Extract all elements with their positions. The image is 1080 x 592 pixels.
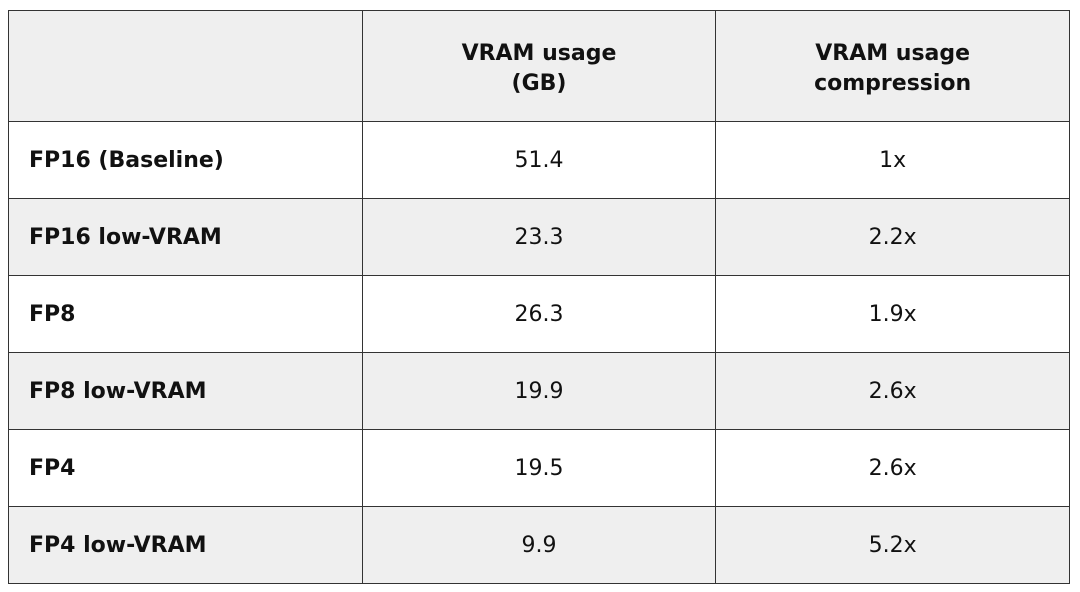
row-label: FP16 low-VRAM — [8, 198, 363, 276]
cell-value: 5.2x — [715, 506, 1070, 584]
cell-value: 2.2x — [715, 198, 1070, 276]
row-label: FP4 low-VRAM — [8, 506, 363, 584]
row-label: FP4 — [8, 429, 363, 507]
cell-value: 9.9 — [361, 506, 717, 584]
cell-value: 2.6x — [715, 352, 1070, 430]
cell-value: 26.3 — [361, 275, 717, 353]
table-row: FP16 (Baseline) 51.4 1x — [8, 121, 1070, 199]
cell-value: 19.5 — [361, 429, 717, 507]
table-row: FP4 low-VRAM 9.9 5.2x — [8, 506, 1070, 584]
row-label: FP8 low-VRAM — [8, 352, 363, 430]
cell-value: 19.9 — [361, 352, 717, 430]
row-label: FP16 (Baseline) — [8, 121, 363, 199]
header-row: VRAM usage (GB) VRAM usage compression — [8, 10, 1070, 122]
table-row: FP16 low-VRAM 23.3 2.2x — [8, 198, 1070, 276]
table-body: FP16 (Baseline) 51.4 1x FP16 low-VRAM 23.3 2.… — [8, 121, 1070, 584]
data-table: VRAM usage (GB) VRAM usage compression F… — [8, 10, 1070, 584]
cell-value: 1x — [715, 121, 1070, 199]
column-header: VRAM usage compression — [715, 10, 1070, 122]
table-row: FP8 low-VRAM 19.9 2.6x — [8, 352, 1070, 430]
cell-value: 1.9x — [715, 275, 1070, 353]
cell-value: 2.6x — [715, 429, 1070, 507]
cell-value: 23.3 — [361, 198, 717, 276]
column-header-text: VRAM usage compression — [814, 41, 972, 96]
cell-value: 51.4 — [361, 121, 717, 199]
column-header: VRAM usage (GB) — [361, 10, 717, 122]
column-header-text: VRAM usage (GB) — [461, 41, 617, 96]
corner-cell — [8, 10, 363, 122]
row-label: FP8 — [8, 275, 363, 353]
table-row: FP8 26.3 1.9x — [8, 275, 1070, 353]
table-row: FP4 19.5 2.6x — [8, 429, 1070, 507]
